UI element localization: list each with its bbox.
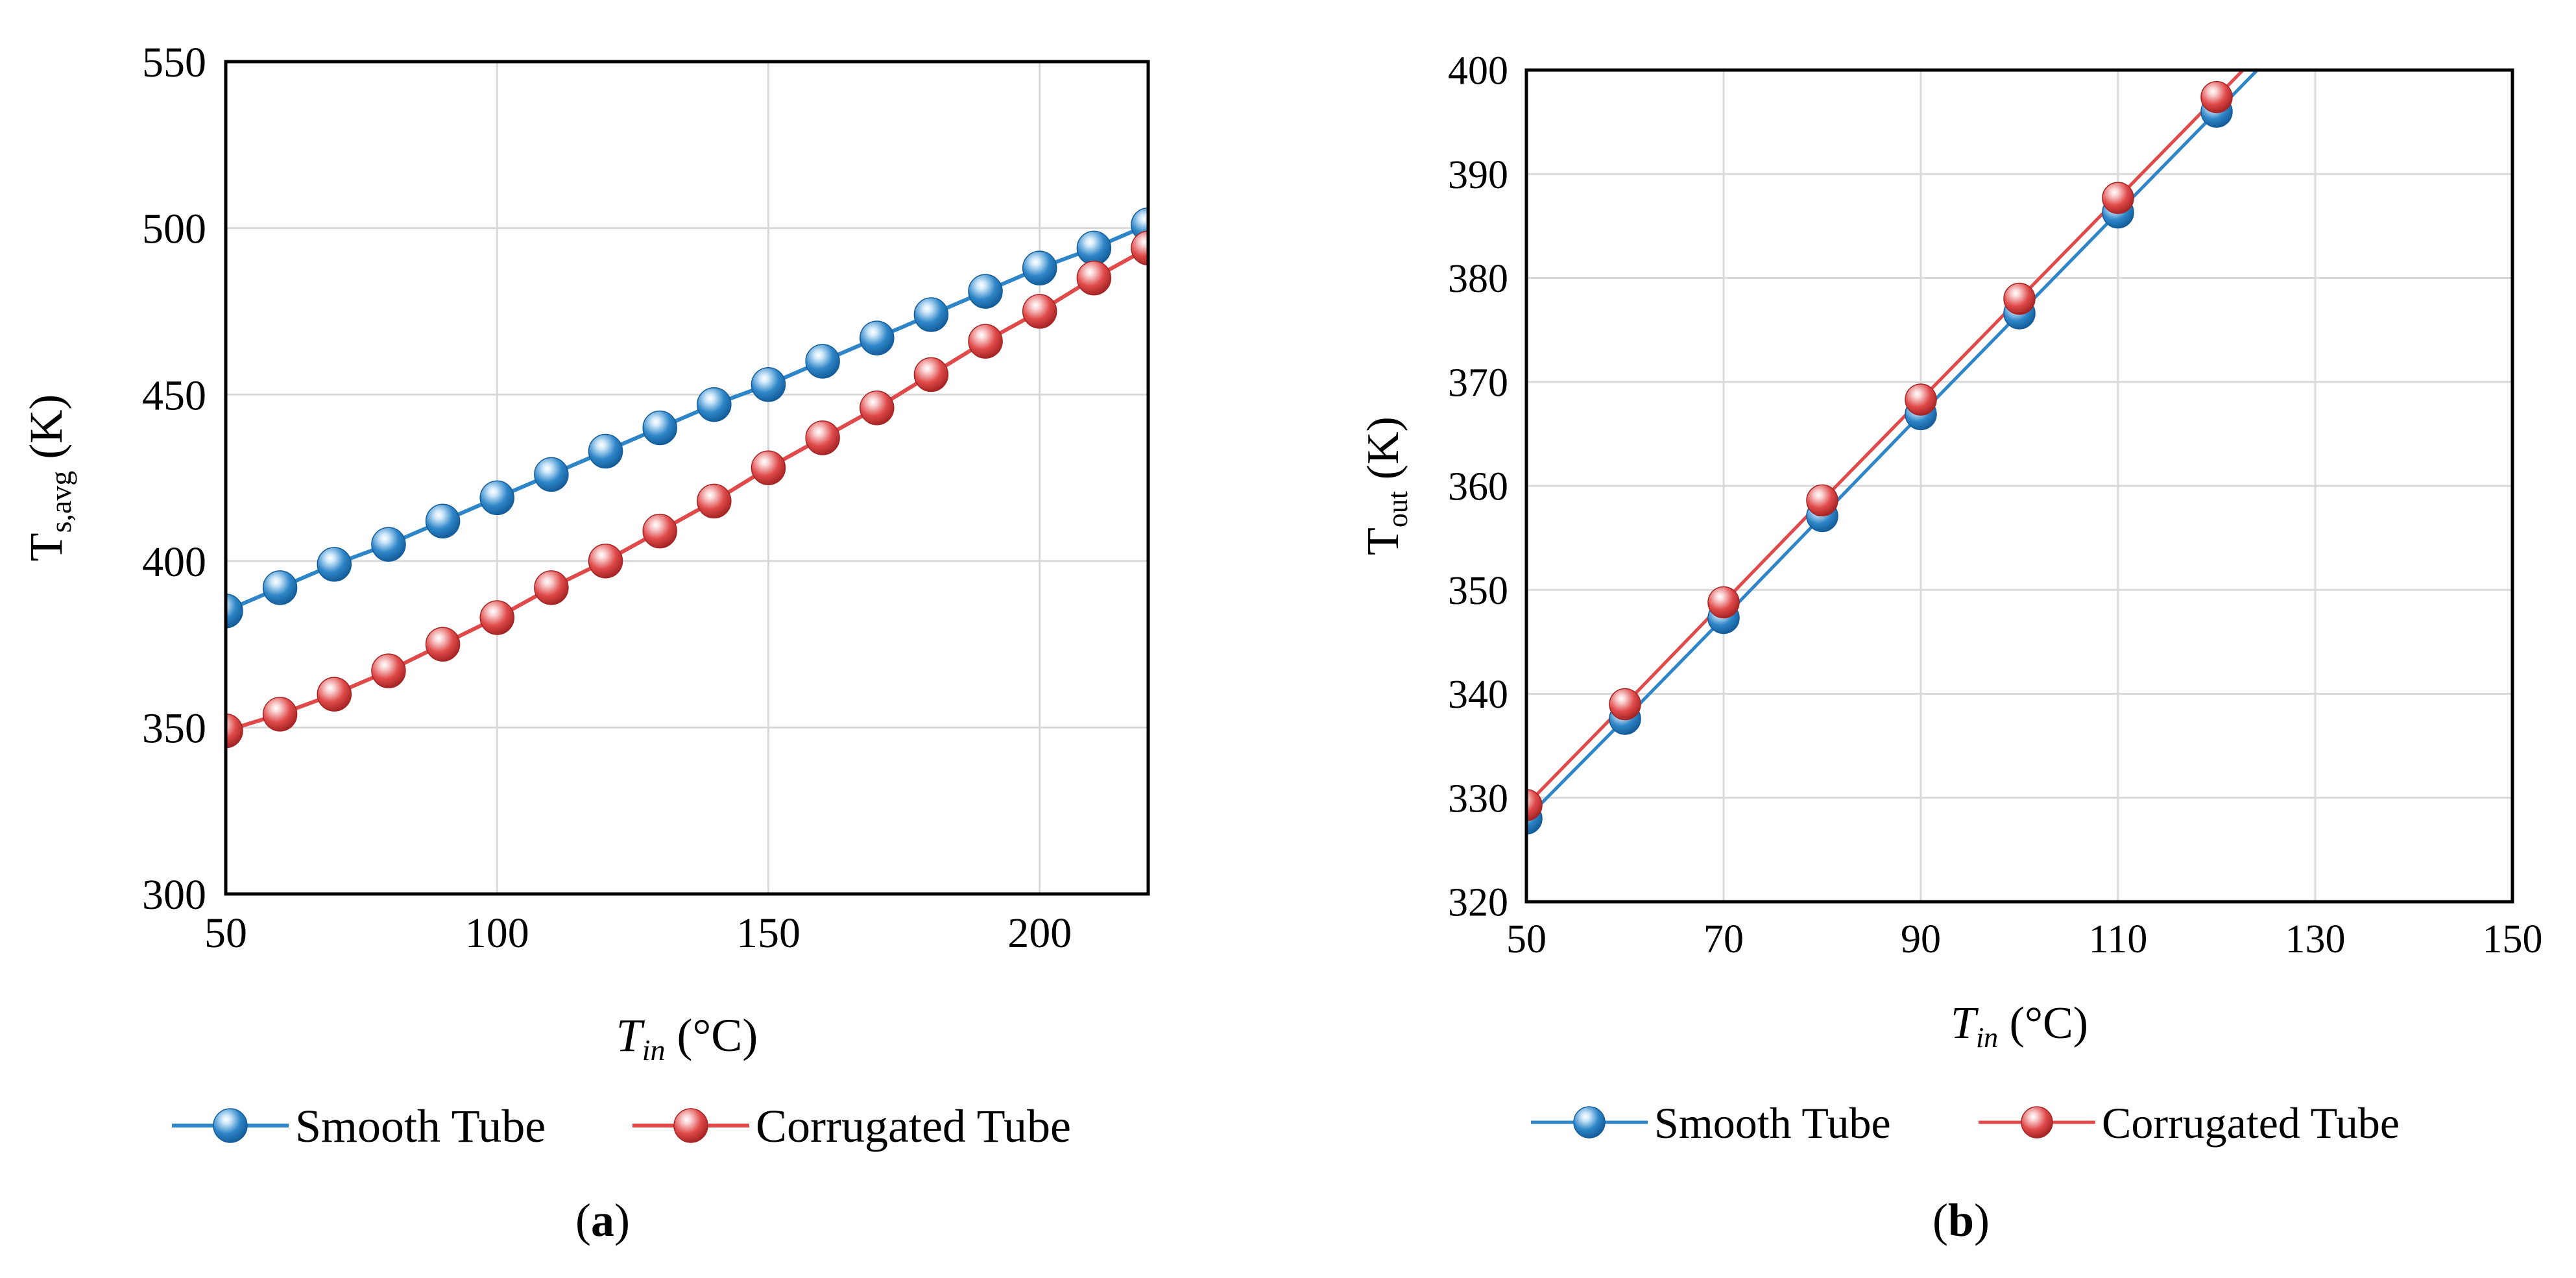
data-point bbox=[1022, 294, 1057, 329]
data-point bbox=[1076, 260, 1112, 296]
data-point bbox=[317, 547, 352, 582]
legend-label: Corrugated Tube bbox=[756, 1100, 1071, 1152]
y-tick-label: 350 bbox=[142, 705, 206, 753]
data-point bbox=[226, 594, 243, 629]
data-point bbox=[262, 697, 298, 732]
legend-item: Corrugated Tube bbox=[1979, 1098, 2400, 1148]
data-point bbox=[317, 677, 352, 712]
legend-item: Corrugated Tube bbox=[632, 1100, 1071, 1152]
data-point bbox=[534, 570, 569, 605]
data-point bbox=[751, 450, 786, 485]
data-point bbox=[425, 627, 461, 662]
x-tick-label: 150 bbox=[2483, 917, 2543, 961]
data-point bbox=[913, 357, 949, 392]
data-point bbox=[588, 433, 623, 469]
data-point bbox=[226, 713, 243, 749]
plot-area bbox=[1526, 70, 2260, 835]
legend-item: Smooth Tube bbox=[172, 1100, 546, 1152]
data-point bbox=[697, 483, 732, 519]
panel-label: (a) bbox=[575, 1194, 630, 1246]
y-tick-label: 350 bbox=[1448, 569, 1508, 613]
x-tick-label: 200 bbox=[1007, 910, 1072, 957]
x-tick-label: 100 bbox=[465, 910, 529, 957]
y-tick-label: 550 bbox=[142, 39, 206, 86]
legend-label: Smooth Tube bbox=[1654, 1098, 1891, 1148]
data-point bbox=[1022, 250, 1057, 285]
chart-panel-b: 320 330 340 350 360 370 380 390 400 50 70 90 110 130 1… bbox=[1358, 49, 2543, 1246]
data-point bbox=[1905, 383, 1937, 416]
y-tick-label: 330 bbox=[1448, 777, 1508, 821]
x-axis-label: Tin (°C) bbox=[616, 1009, 758, 1067]
data-point bbox=[1707, 586, 1740, 619]
legend-item: Smooth Tube bbox=[1531, 1098, 1891, 1148]
plot-frame bbox=[1524, 68, 2514, 904]
data-point bbox=[479, 600, 514, 635]
y-tick-label: 400 bbox=[142, 538, 206, 586]
x-tick-label: 70 bbox=[1703, 917, 1744, 961]
data-point bbox=[2200, 80, 2233, 114]
data-point bbox=[1609, 688, 1641, 721]
data-point bbox=[534, 457, 569, 492]
chart-panel-a: 300 350 400 450 500 550 50 100 150 200 Tin (°C) Ts,… bbox=[20, 39, 1150, 1246]
data-point bbox=[642, 513, 677, 549]
data-point bbox=[968, 324, 1003, 359]
data-point bbox=[751, 367, 786, 402]
data-point bbox=[913, 297, 949, 332]
legend-label: Corrugated Tube bbox=[2102, 1098, 2400, 1148]
data-point bbox=[642, 410, 677, 446]
data-point bbox=[1806, 484, 1838, 517]
data-point bbox=[805, 420, 840, 455]
data-point bbox=[697, 387, 732, 422]
y-tick-label: 390 bbox=[1448, 153, 1508, 197]
data-point bbox=[1076, 230, 1112, 266]
data-point bbox=[479, 480, 514, 516]
data-point bbox=[588, 544, 623, 579]
y-tick-label: 300 bbox=[142, 871, 206, 919]
plot-frame bbox=[224, 60, 1150, 896]
y-tick-label: 400 bbox=[1448, 49, 1508, 93]
y-tick-label: 340 bbox=[1448, 673, 1508, 717]
x-tick-label: 90 bbox=[1901, 917, 1941, 961]
data-point bbox=[371, 527, 406, 562]
x-tick-label: 50 bbox=[204, 910, 247, 957]
data-point bbox=[805, 344, 840, 379]
legend-marker bbox=[1573, 1106, 1606, 1139]
data-point bbox=[2102, 182, 2134, 214]
data-point bbox=[968, 274, 1003, 309]
x-tick-label: 130 bbox=[2285, 917, 2346, 961]
panel-label: (b) bbox=[1932, 1194, 1990, 1246]
y-tick-label: 450 bbox=[142, 372, 206, 419]
data-point bbox=[860, 390, 895, 426]
series-line bbox=[226, 223, 1148, 613]
data-point bbox=[860, 320, 895, 356]
legend-marker bbox=[2021, 1106, 2053, 1139]
legend-marker bbox=[213, 1108, 248, 1143]
y-tick-label: 380 bbox=[1448, 257, 1508, 301]
data-point bbox=[371, 653, 406, 688]
y-tick-label: 360 bbox=[1448, 465, 1508, 509]
legend-marker bbox=[673, 1108, 708, 1143]
data-point bbox=[262, 570, 298, 605]
data-point bbox=[2003, 282, 2036, 315]
y-tick-label: 500 bbox=[142, 206, 206, 253]
plot-area bbox=[226, 207, 1148, 749]
data-point bbox=[1526, 789, 1543, 821]
x-tick-label: 150 bbox=[736, 910, 800, 957]
x-tick-label: 110 bbox=[2089, 917, 2148, 961]
y-tick-label: 320 bbox=[1448, 881, 1508, 925]
data-point bbox=[425, 503, 461, 538]
x-axis-label: Tin (°C) bbox=[1951, 998, 2088, 1054]
series-line bbox=[226, 246, 1148, 733]
data-point bbox=[1131, 230, 1148, 266]
legend-label: Smooth Tube bbox=[295, 1100, 546, 1152]
y-axis-label: Tout (K) bbox=[1358, 416, 1414, 555]
y-tick-label: 370 bbox=[1448, 361, 1508, 405]
x-tick-label: 50 bbox=[1506, 917, 1547, 961]
y-axis-label: Ts,avg (K) bbox=[20, 394, 77, 562]
